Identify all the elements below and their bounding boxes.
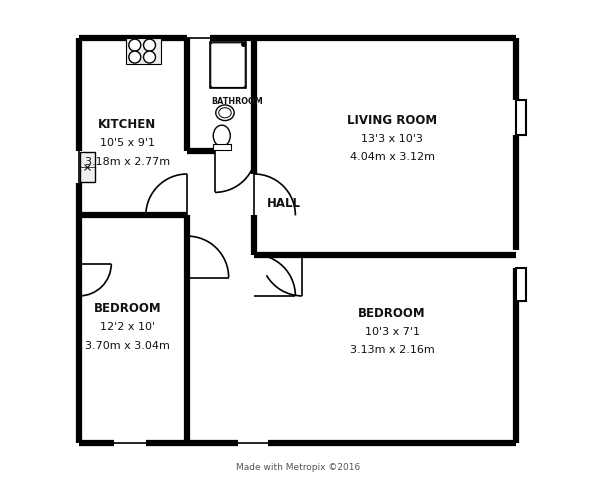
- Text: 3.18m x 2.77m: 3.18m x 2.77m: [85, 156, 170, 167]
- Ellipse shape: [219, 108, 231, 118]
- Bar: [126, 38, 161, 65]
- Bar: [80, 152, 95, 182]
- Text: 4.04m x 3.12m: 4.04m x 3.12m: [350, 152, 434, 162]
- Circle shape: [129, 39, 141, 51]
- Text: KITCHEN: KITCHEN: [98, 118, 157, 131]
- Text: 3.70m x 3.04m: 3.70m x 3.04m: [85, 341, 170, 350]
- FancyBboxPatch shape: [211, 43, 245, 87]
- Bar: [210, 42, 246, 88]
- Text: 13'3 x 10'3: 13'3 x 10'3: [361, 134, 423, 143]
- Text: 12'2 x 10': 12'2 x 10': [100, 322, 155, 332]
- Text: 10'3 x 7'1: 10'3 x 7'1: [365, 327, 419, 337]
- Text: BEDROOM: BEDROOM: [358, 307, 426, 320]
- Bar: [212, 144, 231, 151]
- Circle shape: [143, 51, 155, 63]
- Bar: [516, 100, 526, 135]
- Text: 3.13m x 2.16m: 3.13m x 2.16m: [350, 345, 434, 355]
- Text: Made with Metropix ©2016: Made with Metropix ©2016: [236, 463, 360, 471]
- Bar: [516, 268, 526, 300]
- Ellipse shape: [216, 105, 234, 121]
- Text: BATHROOM: BATHROOM: [212, 97, 263, 106]
- Text: 10'5 x 9'1: 10'5 x 9'1: [100, 138, 155, 148]
- Circle shape: [129, 51, 141, 63]
- Text: BEDROOM: BEDROOM: [94, 302, 161, 315]
- Text: HALL: HALL: [267, 197, 301, 210]
- Circle shape: [143, 39, 155, 51]
- Ellipse shape: [213, 125, 230, 146]
- Text: LIVING ROOM: LIVING ROOM: [347, 114, 437, 127]
